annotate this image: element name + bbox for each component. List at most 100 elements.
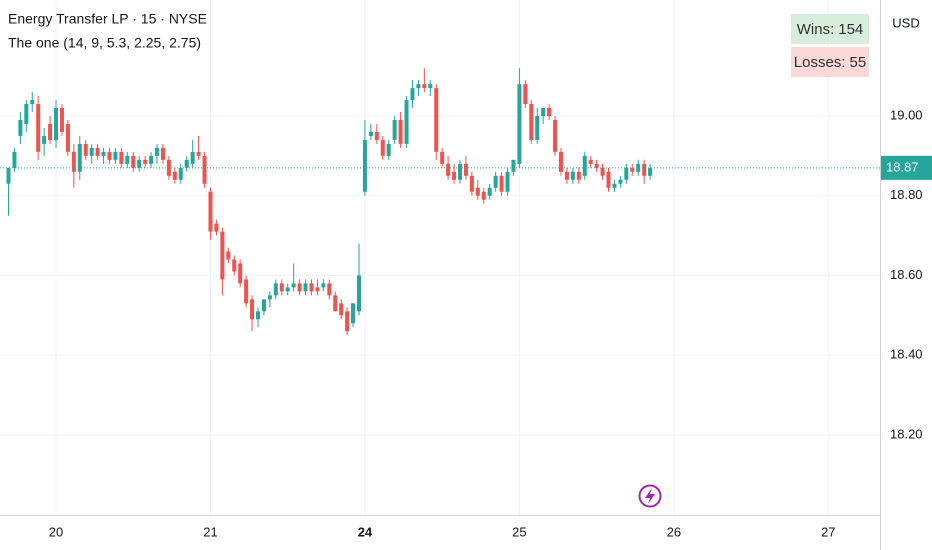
chart-title: Energy Transfer LP · 15 · NYSE: [8, 11, 207, 27]
candle-body: [303, 283, 308, 292]
stat-value: 55: [850, 54, 867, 71]
candle-body: [475, 187, 480, 196]
candle-body: [59, 108, 64, 132]
y-tick-label: 18.40: [890, 347, 923, 362]
last-price-badge: [881, 155, 932, 180]
x-tick-label: 25: [512, 524, 526, 539]
last-price-label: 18.87: [886, 159, 919, 174]
candle-body: [291, 283, 296, 288]
candle-body: [54, 108, 59, 140]
candle-body: [648, 167, 653, 176]
y-tick-label: 18.80: [890, 187, 923, 202]
candle-body: [487, 187, 492, 196]
stat-label: Wins:: [797, 21, 835, 38]
candle-body: [309, 283, 314, 292]
y-tick-label: 18.20: [890, 426, 923, 441]
candle-body: [452, 171, 457, 180]
candle-body: [564, 171, 569, 180]
candle-body: [529, 104, 534, 140]
candle-body: [65, 123, 70, 152]
candle-body: [226, 251, 231, 260]
candle-body: [24, 104, 29, 124]
candle-body: [48, 123, 53, 140]
candle-body: [457, 163, 462, 180]
candle-body: [95, 147, 100, 156]
candle-body: [380, 139, 385, 156]
candle-body: [446, 163, 451, 176]
candle-body: [119, 151, 124, 164]
candle-body: [469, 175, 474, 192]
y-tick-label: 19.00: [890, 107, 923, 122]
indicator-label: The one (14, 9, 5.3, 2.25, 2.75): [8, 35, 201, 51]
candle-body: [155, 147, 160, 156]
candle-body: [368, 131, 373, 136]
candle-body: [279, 283, 284, 292]
candle-body: [190, 151, 195, 164]
candle-body: [600, 167, 605, 176]
candle-body: [624, 167, 629, 180]
x-tick-label: 27: [821, 524, 835, 539]
candle-body: [410, 88, 415, 101]
candle-body: [558, 151, 563, 172]
candle-body: [267, 295, 272, 300]
candle-body: [327, 283, 332, 296]
candle-body: [481, 191, 486, 200]
x-tick-label: 24: [358, 524, 373, 539]
candle-body: [238, 263, 243, 284]
candle-body: [422, 84, 427, 89]
stats-panel: Wins: 154 Losses: 55: [791, 14, 869, 77]
candle-body: [374, 131, 379, 140]
candle-body: [428, 84, 433, 89]
candle-body: [137, 159, 142, 168]
icon-bolt[interactable]: [645, 488, 655, 504]
candle-body: [553, 119, 558, 152]
candle-body: [30, 100, 35, 105]
candle-body: [493, 175, 498, 188]
stat-label: Losses:: [794, 54, 846, 71]
candle-body: [523, 84, 528, 105]
candle-body: [42, 135, 47, 144]
candle-body: [570, 171, 575, 180]
candle-body: [131, 155, 136, 168]
currency-button[interactable]: [886, 8, 926, 38]
candle-body: [499, 175, 504, 192]
icon-ring[interactable]: [638, 484, 662, 508]
candle-body: [250, 299, 255, 320]
candle-body: [125, 155, 130, 164]
candle-body: [505, 171, 510, 192]
candle-body: [612, 183, 617, 188]
candle-body: [588, 159, 593, 164]
candle-body: [463, 163, 468, 176]
candle-body: [6, 167, 11, 184]
assistant-icon[interactable]: [638, 484, 662, 508]
candle-body: [398, 119, 403, 144]
candle-body: [321, 283, 326, 288]
candle-body: [208, 191, 213, 232]
candle-body: [642, 163, 647, 176]
x-tick-label: 20: [49, 524, 63, 539]
candle-body: [535, 115, 540, 140]
x-tick-label: 21: [203, 524, 217, 539]
candle-body: [594, 163, 599, 168]
candle-body: [220, 231, 225, 280]
candle-body: [214, 223, 219, 232]
candle-body: [333, 295, 338, 312]
stat-text: Wins: 154: [797, 21, 864, 38]
candle-body: [339, 303, 344, 316]
y-tick-label: 18.60: [890, 267, 923, 282]
candle-body: [576, 171, 581, 180]
candle-body: [196, 151, 201, 156]
stat-box: [791, 14, 869, 44]
candle-body: [256, 311, 261, 320]
candle-body: [351, 303, 356, 324]
candle-body: [107, 151, 112, 160]
candle-body: [261, 299, 266, 312]
candle-body: [582, 155, 587, 176]
candle-body: [232, 259, 237, 272]
candle-body: [541, 108, 546, 116]
candle-body: [404, 100, 409, 144]
candle-body: [83, 143, 88, 156]
currency-label[interactable]: USD: [892, 15, 919, 30]
